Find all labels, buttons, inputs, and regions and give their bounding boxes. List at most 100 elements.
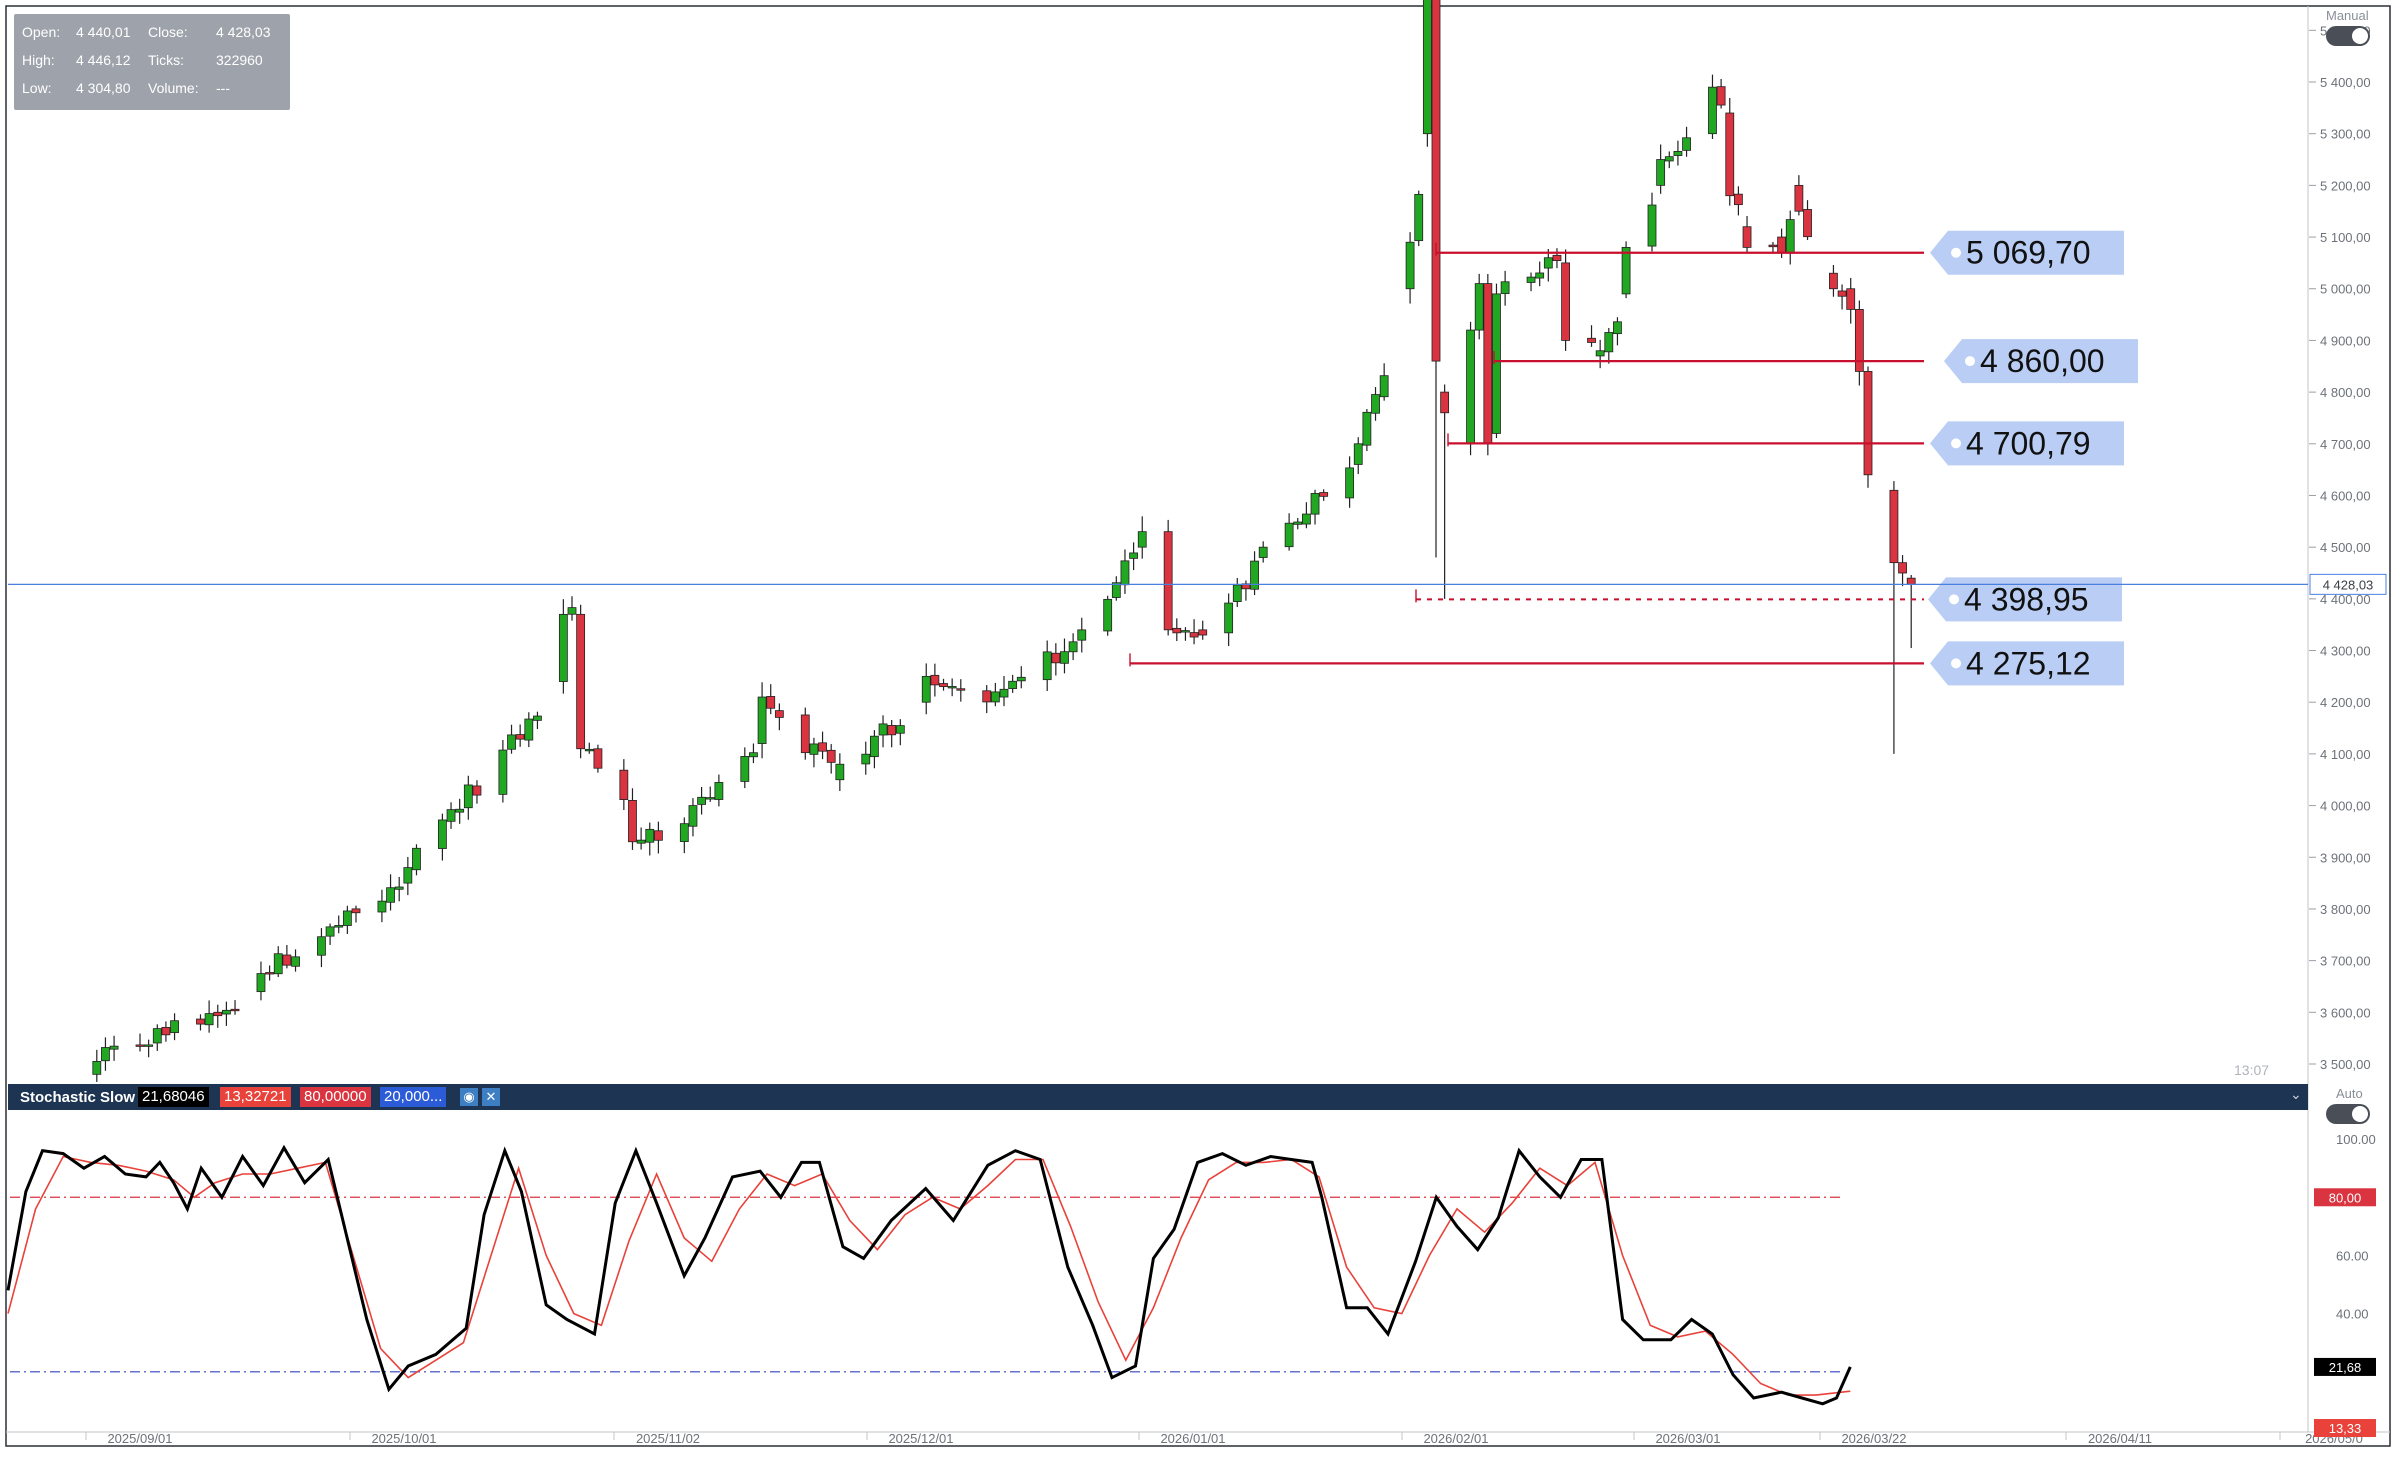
indicator-mode-label: Auto xyxy=(2336,1086,2363,1101)
candle-body xyxy=(1552,254,1562,261)
price-tick-label: 3 600,00 xyxy=(2320,1005,2371,1020)
date-tick-label: 2026/02/01 xyxy=(1423,1431,1488,1446)
indicator-mode-toggle[interactable] xyxy=(2326,1104,2370,1124)
main-mode-toggle[interactable] xyxy=(2326,26,2370,46)
candle-body xyxy=(1526,276,1536,283)
candle-body xyxy=(152,1028,162,1044)
candle-body xyxy=(636,839,646,844)
candle-body xyxy=(1016,676,1026,682)
candle-body xyxy=(1492,293,1501,434)
candle-body xyxy=(800,714,810,754)
candle-body xyxy=(1077,629,1087,641)
candle-body xyxy=(714,782,724,800)
candle-body xyxy=(1284,522,1294,548)
level-callout xyxy=(1928,577,2122,622)
candle-body xyxy=(394,886,404,890)
price-tick-label: 4 200,00 xyxy=(2320,695,2371,710)
candle-body xyxy=(1319,492,1329,497)
candle-body xyxy=(446,809,456,822)
candle-body xyxy=(1440,391,1450,414)
low-value: 4 304,80 xyxy=(76,80,131,96)
open-value: 4 440,01 xyxy=(76,24,131,40)
candle-body xyxy=(1353,443,1363,465)
candle-body xyxy=(412,847,421,871)
indicator-d-value: 13,32721 xyxy=(220,1087,291,1107)
candle-body xyxy=(1889,489,1899,564)
candle-body xyxy=(1906,577,1916,585)
close-icon[interactable]: ✕ xyxy=(482,1088,500,1106)
candle-body xyxy=(688,805,698,827)
ohlc-info-panel: Open: 4 440,01 Close: 4 428,03 High: 4 4… xyxy=(14,14,290,110)
candle-body xyxy=(1587,337,1596,343)
date-tick-label: 2025/11/02 xyxy=(636,1431,700,1446)
date-tick-label: 2025/10/01 xyxy=(371,1431,436,1446)
candle-body xyxy=(1664,156,1674,162)
candle-body xyxy=(230,1008,240,1012)
level-callout xyxy=(1930,421,2124,466)
stochastic-tick-label: 60.00 xyxy=(2336,1248,2369,1263)
candle-body xyxy=(472,785,482,796)
level-callout xyxy=(1930,641,2124,686)
candle-body xyxy=(515,734,525,740)
candle-body xyxy=(1854,309,1864,372)
stochastic-panel[interactable]: 100.00 60.00 40.00 80,00 21,68 13,33 xyxy=(6,1132,2376,1438)
price-tick-label: 5 300,00 xyxy=(2320,127,2371,142)
chevron-down-icon[interactable]: ⌄ xyxy=(2290,1086,2302,1102)
candle-body xyxy=(1362,411,1372,446)
price-axis[interactable]: 5 500,005 400,005 300,005 200,005 100,00… xyxy=(2309,23,2371,1072)
indicator-header: Stochastic Slow 21,68046 13,32721 80,000… xyxy=(8,1084,2308,1110)
ticks-value: 322960 xyxy=(216,52,263,68)
eye-icon[interactable]: ◉ xyxy=(460,1088,478,1106)
candle-body xyxy=(213,1011,223,1017)
candle-body xyxy=(878,723,888,736)
candle-body xyxy=(92,1061,102,1075)
candle-body xyxy=(170,1020,179,1034)
date-tick-label: 2026/01/01 xyxy=(1160,1431,1225,1446)
candle-body xyxy=(221,1009,231,1015)
price-tick-label: 4 700,00 xyxy=(2320,437,2371,452)
candle-body xyxy=(161,1027,171,1036)
candle-body xyxy=(990,691,1000,703)
date-axis[interactable]: 2025/09/01 2025/10/01 2025/11/02 2025/12/01… xyxy=(85,1431,2363,1446)
candle-body xyxy=(1181,630,1190,633)
candle-body xyxy=(1172,627,1182,634)
candle-body xyxy=(930,674,940,686)
price-tick-label: 4 900,00 xyxy=(2320,333,2371,348)
candle-body xyxy=(947,686,957,689)
candlestick-series[interactable] xyxy=(92,0,1916,1082)
level-lines[interactable]: 5 069,70 4 860,00 4 700,79 4 398,95 4 275,12 xyxy=(1129,230,2138,686)
candle-body xyxy=(628,800,637,843)
candle-body xyxy=(1716,86,1726,106)
open-label: Open: xyxy=(22,24,61,40)
candle-body xyxy=(1535,272,1545,279)
candle-body xyxy=(1042,651,1052,681)
main-mode-label: Manual xyxy=(2326,8,2369,23)
ticks-label: Ticks: xyxy=(148,52,185,68)
candle-body xyxy=(273,953,283,975)
candle-body xyxy=(645,828,655,843)
candle-body xyxy=(593,748,603,769)
candle-body xyxy=(1483,283,1493,445)
price-tick-label: 4 300,00 xyxy=(2320,644,2371,659)
candle-body xyxy=(1068,641,1078,653)
candle-body xyxy=(1647,204,1657,247)
stochastic-tick-label: 40.00 xyxy=(2336,1307,2369,1322)
date-tick-label: 2026/03/01 xyxy=(1655,1431,1720,1446)
candle-body xyxy=(256,973,266,993)
price-tick-label: 5 100,00 xyxy=(2320,230,2371,245)
candle-body xyxy=(982,690,992,703)
candle-body xyxy=(1414,193,1424,242)
candle-body xyxy=(576,613,586,750)
candle-body xyxy=(679,823,689,842)
candle-body xyxy=(325,926,335,937)
candle-body xyxy=(1656,159,1666,186)
candle-body xyxy=(196,1018,205,1025)
level-callout-label: 4 398,95 xyxy=(1964,581,2089,617)
candle-body xyxy=(1725,112,1735,197)
candle-body xyxy=(1379,375,1389,398)
stochastic-tick-label: 100.00 xyxy=(2336,1132,2376,1147)
d-last-value-badge xyxy=(2314,1419,2376,1438)
price-tick-label: 5 000,00 xyxy=(2320,282,2371,297)
candle-body xyxy=(705,797,715,800)
